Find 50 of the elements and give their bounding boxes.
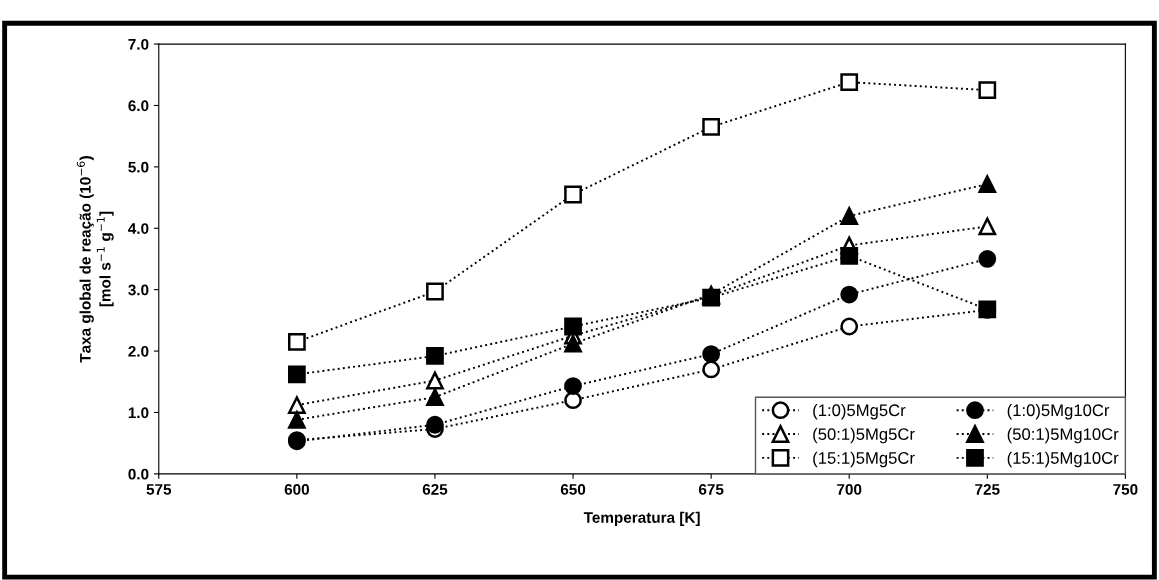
x-tick-label: 625 [422,483,448,495]
legend-label: (1:0)5Mg10Cr [1007,403,1110,420]
legend-label: (15:1)5Mg5Cr [813,451,915,468]
point [978,217,997,236]
y-tick-label: 1.0 [128,407,149,419]
text: Taxa global de reação (10$^{−6}$) [mol s$^{−1}$ g$^{−1}$] [76,156,114,363]
x-tick-label: 650 [560,483,586,495]
point [702,360,721,379]
point [564,185,582,204]
legend-label: (50:1)5Mg10Cr [1007,427,1119,444]
legend-label: (1:0)5Mg5Cr [813,403,906,420]
y-tick-label: 7.0 [128,38,149,50]
y-tick-label: 2.0 [128,345,149,357]
x-tick-label: 750 [1113,483,1138,495]
y-tick-label: 3.0 [128,284,149,296]
point [564,334,582,353]
point [840,317,859,336]
point [978,175,997,193]
point [287,410,306,429]
point [426,347,444,365]
point [426,282,444,301]
legend-label: (15:1)5Mg10Cr [1007,451,1119,468]
point [287,396,306,414]
point [564,317,582,336]
x-tick-label: 675 [698,483,724,495]
point [978,81,997,100]
point [702,118,721,136]
point [426,388,444,406]
y-tick-label: 6.0 [128,100,149,112]
legend-label: (50:1)5Mg5Cr [813,427,915,444]
y-tick-label: 0.0 [128,468,149,480]
point [564,377,582,395]
x-tick-label: 700 [837,483,862,495]
y-tick-label: 4.0 [128,223,149,234]
point [702,345,721,364]
point [426,415,444,434]
point [840,285,859,304]
x-tick-label: 600 [284,483,309,495]
point [840,73,859,92]
y-tick-label: 5.0 [128,161,149,173]
point [287,332,306,351]
x-tick-label: 575 [146,484,172,495]
point [426,371,444,390]
point [840,207,859,225]
x-axis-title: Temperatura [K] [583,511,700,526]
point [840,247,859,265]
x-tick-label: 725 [975,483,1000,495]
point [287,365,306,384]
point [564,391,582,410]
point [978,250,997,268]
